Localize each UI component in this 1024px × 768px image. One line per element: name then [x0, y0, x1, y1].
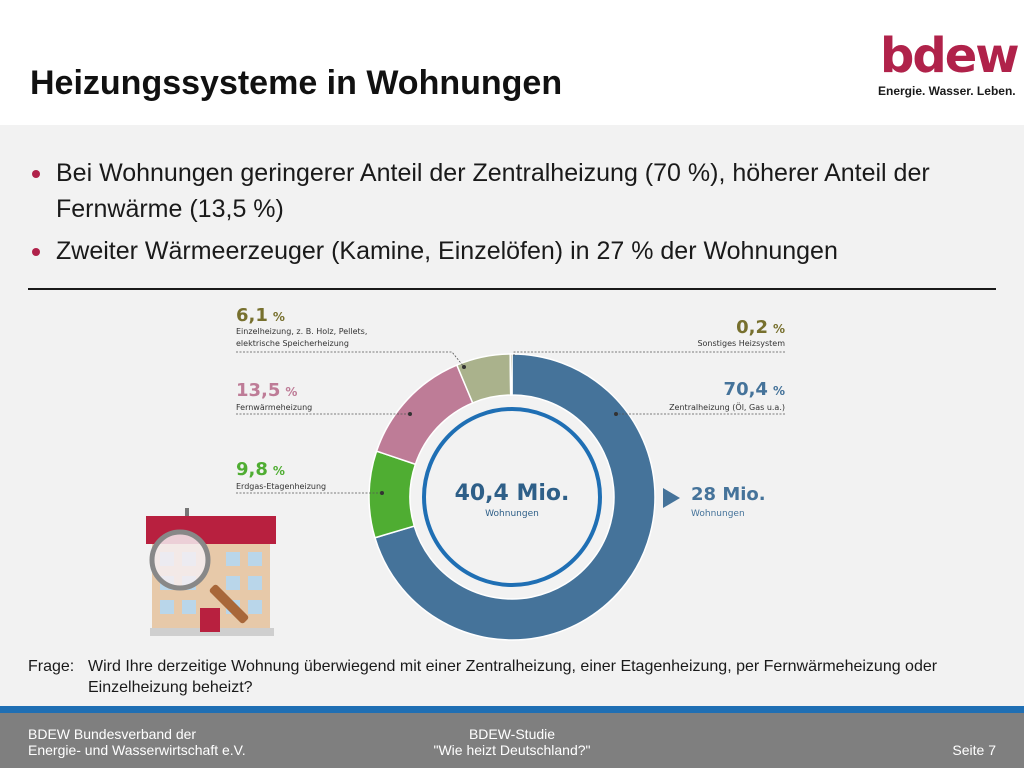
- donut-slices: [368, 353, 656, 641]
- leader-dot: [614, 412, 618, 416]
- label-etage-pct: 9,8%: [236, 459, 285, 480]
- bullet-dot-icon: [32, 248, 40, 256]
- magnifier-icon: [149, 529, 211, 591]
- leader-dot: [462, 365, 466, 369]
- arrow-right-icon: [663, 488, 680, 508]
- side-unit: Wohnungen: [691, 509, 745, 519]
- question-text: Wird Ihre derzeitige Wohnung überwiegend…: [88, 658, 938, 696]
- bullet-text: Bei Wohnungen geringerer Anteil der Zent…: [56, 159, 930, 223]
- label-einzel-text-2: elektrische Speicherheizung: [236, 339, 349, 348]
- donut-slice-0: [373, 353, 656, 641]
- section-divider: [28, 288, 996, 290]
- footer-stripe: [0, 706, 1024, 713]
- footer-org-line-2: Energie- und Wasserwirtschaft e.V.: [28, 742, 246, 758]
- label-fern-pct: 13,5%: [236, 380, 297, 401]
- page-title: Heizungssysteme in Wohnungen: [30, 64, 563, 102]
- label-zentral-pct: 70,4%: [724, 379, 785, 400]
- donut-slice-4: [509, 353, 513, 396]
- logo-tagline: Energie. Wasser. Leben.: [878, 84, 1016, 98]
- bullet-item: Zweiter Wärmeerzeuger (Kamine, Einzelöfe…: [28, 233, 988, 269]
- label-sonst-pct: 0,2%: [736, 317, 785, 338]
- footer-org-line-1: BDEW Bundesverband der: [28, 726, 197, 742]
- total-value: 40,4 Mio.: [455, 481, 570, 506]
- side-value: 28 Mio.: [691, 484, 766, 505]
- bullet-list: Bei Wohnungen geringerer Anteil der Zent…: [28, 155, 988, 275]
- inner-ring: [422, 407, 602, 587]
- page-number: Seite 7: [952, 742, 996, 758]
- bullet-text: Zweiter Wärmeerzeuger (Kamine, Einzelöfe…: [56, 237, 838, 265]
- bdew-logo: bdew Energie. Wasser. Leben.: [872, 30, 1020, 105]
- leader-line-einzel: [236, 351, 465, 368]
- donut-slice-1: [368, 450, 417, 539]
- total-unit: Wohnungen: [485, 509, 539, 519]
- footer-organisation: BDEW Bundesverband der Energie- und Wass…: [28, 726, 246, 758]
- label-zentral-text: Zentralheizung (Öl, Gas u.a.): [669, 402, 785, 412]
- slide-footer: BDEW Bundesverband der Energie- und Wass…: [0, 713, 1024, 768]
- label-einzel-pct: 6,1%: [236, 305, 285, 326]
- bullet-item: Bei Wohnungen geringerer Anteil der Zent…: [28, 155, 988, 227]
- slide-header: Heizungssysteme in Wohnungen bdew Energi…: [0, 0, 1024, 125]
- label-sonst-text: Sonstiges Heizsystem: [697, 339, 785, 348]
- donut-slice-2: [375, 364, 474, 466]
- footer-study-line-2: "Wie heizt Deutschland?": [433, 742, 591, 758]
- question-label: Frage:: [28, 658, 75, 675]
- leader-line-sonst: [513, 351, 785, 357]
- footer-study: BDEW-Studie "Wie heizt Deutschland?": [412, 726, 612, 758]
- leader-dot: [408, 412, 412, 416]
- footer-study-line-1: BDEW-Studie: [468, 726, 556, 742]
- label-fern-text: Fernwärmeheizung: [236, 403, 312, 412]
- leader-dot: [380, 491, 384, 495]
- house-illustration: [146, 508, 276, 636]
- label-einzel-text-1: Einzelheizung, z. B. Holz, Pellets,: [236, 327, 367, 336]
- bullet-dot-icon: [32, 170, 40, 178]
- label-etage-text: Erdgas-Etagenheizung: [236, 482, 326, 491]
- logo-wordmark: bdew: [880, 28, 1020, 84]
